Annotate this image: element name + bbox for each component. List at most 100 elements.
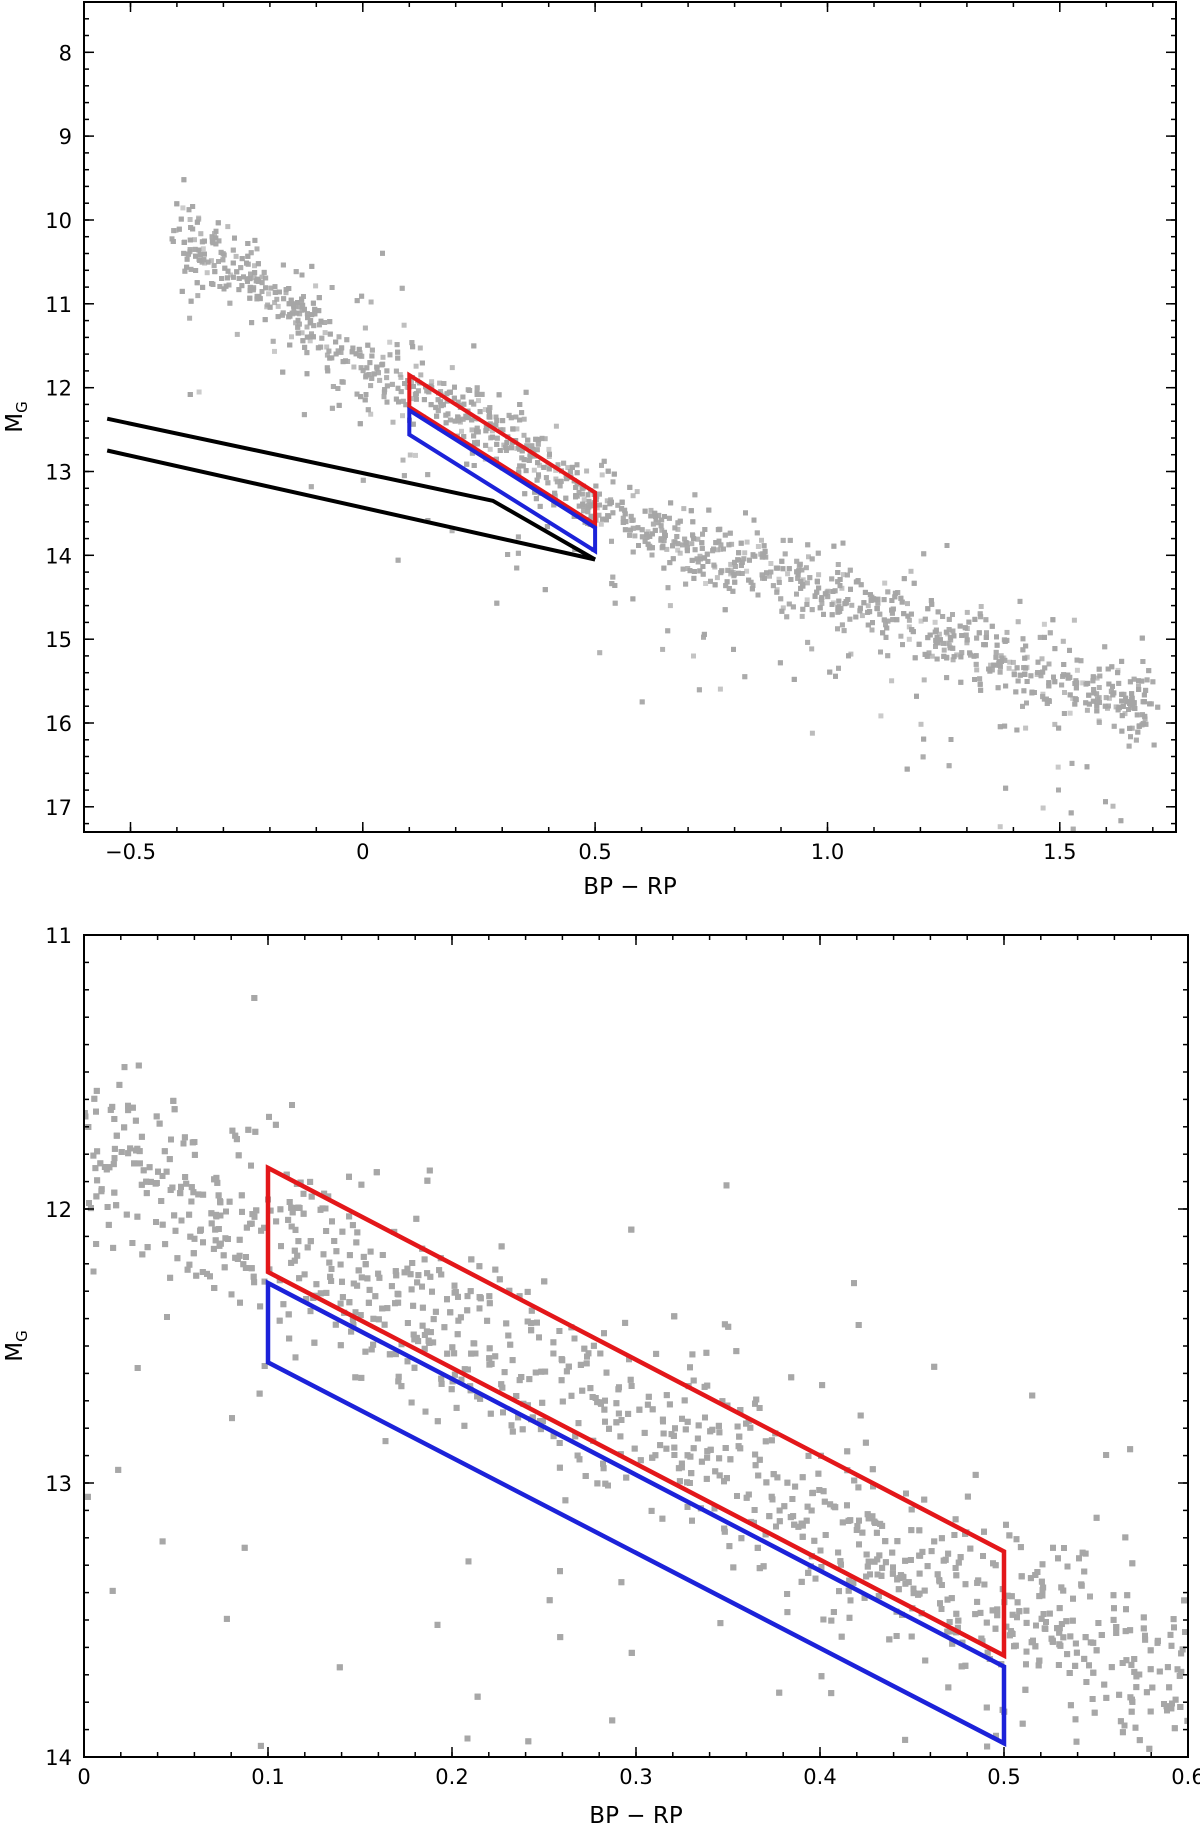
star-point bbox=[670, 556, 676, 562]
star-point bbox=[799, 567, 805, 573]
star-point bbox=[1146, 668, 1152, 674]
star-point bbox=[300, 302, 306, 308]
star-point bbox=[670, 543, 675, 549]
star-point bbox=[700, 571, 706, 577]
star-point bbox=[1067, 1633, 1074, 1640]
star-point bbox=[814, 578, 820, 584]
star-point bbox=[609, 538, 614, 544]
star-point bbox=[547, 451, 552, 457]
star-point bbox=[920, 754, 926, 760]
star-point bbox=[750, 582, 756, 588]
star-point bbox=[878, 649, 883, 655]
star-point bbox=[736, 557, 742, 563]
star-point bbox=[1051, 674, 1056, 680]
star-point bbox=[829, 602, 835, 607]
star-point bbox=[921, 1496, 928, 1503]
star-point bbox=[644, 531, 650, 537]
star-point bbox=[1096, 720, 1102, 725]
star-point bbox=[711, 562, 717, 568]
star-point bbox=[1056, 787, 1061, 793]
star-point bbox=[900, 642, 905, 648]
star-point bbox=[622, 527, 628, 533]
star-point bbox=[918, 721, 924, 727]
star-point bbox=[351, 364, 357, 370]
star-point bbox=[494, 441, 500, 447]
star-point bbox=[682, 536, 688, 542]
star-point bbox=[318, 318, 324, 324]
star-point bbox=[1094, 691, 1100, 697]
star-point bbox=[857, 608, 863, 614]
star-point bbox=[744, 539, 750, 545]
star-point bbox=[1014, 727, 1020, 733]
star-point bbox=[1070, 826, 1076, 832]
star-point bbox=[1052, 679, 1058, 685]
star-point bbox=[537, 1426, 544, 1433]
star-point bbox=[272, 290, 278, 295]
star-point bbox=[1074, 667, 1080, 673]
star-point bbox=[825, 594, 831, 600]
star-point bbox=[1011, 672, 1017, 678]
star-point bbox=[728, 571, 734, 577]
star-point bbox=[553, 423, 559, 429]
star-point bbox=[800, 582, 805, 588]
star-point bbox=[997, 824, 1003, 830]
star-point bbox=[339, 1228, 346, 1235]
star-point bbox=[710, 548, 716, 554]
x-tick-label: 0 bbox=[356, 840, 369, 864]
star-point bbox=[822, 591, 828, 597]
star-point bbox=[477, 409, 483, 415]
star-point bbox=[847, 567, 853, 573]
star-point bbox=[456, 418, 462, 424]
star-point bbox=[537, 462, 543, 468]
y-tick-label: 10 bbox=[45, 209, 72, 233]
star-point bbox=[299, 307, 305, 313]
star-points-top bbox=[169, 177, 1161, 832]
star-point bbox=[527, 452, 533, 458]
star-point bbox=[410, 396, 416, 402]
star-point bbox=[921, 736, 927, 742]
star-point bbox=[767, 573, 772, 579]
star-point bbox=[210, 281, 216, 287]
star-point bbox=[398, 389, 404, 395]
star-point bbox=[786, 566, 792, 572]
star-point bbox=[803, 565, 809, 571]
star-point bbox=[599, 472, 605, 478]
star-point bbox=[469, 417, 475, 423]
star-point bbox=[350, 345, 356, 351]
star-point bbox=[519, 1426, 526, 1433]
star-point bbox=[286, 301, 292, 307]
star-point bbox=[874, 606, 880, 612]
star-point bbox=[809, 646, 815, 652]
star-point bbox=[521, 416, 527, 422]
star-point bbox=[605, 468, 611, 474]
star-point bbox=[531, 467, 537, 473]
star-point bbox=[504, 440, 510, 445]
star-point bbox=[489, 434, 495, 440]
star-point bbox=[1041, 621, 1047, 627]
star-point bbox=[1022, 671, 1028, 677]
star-point bbox=[754, 530, 760, 536]
star-point bbox=[245, 241, 251, 246]
star-point bbox=[649, 545, 655, 551]
star-point bbox=[532, 489, 538, 495]
star-point bbox=[307, 338, 313, 344]
star-point bbox=[995, 685, 1001, 691]
star-point bbox=[302, 344, 308, 350]
y-tick-label: 14 bbox=[45, 544, 72, 568]
star-point bbox=[931, 1363, 938, 1370]
star-point bbox=[542, 436, 548, 442]
star-point bbox=[196, 215, 202, 221]
x-axis-label-top: BP − RP bbox=[583, 874, 677, 900]
star-point bbox=[1102, 644, 1108, 650]
star-point bbox=[1022, 655, 1028, 661]
star-point bbox=[358, 1181, 365, 1188]
star-point bbox=[308, 318, 314, 323]
star-point bbox=[353, 351, 359, 357]
star-point bbox=[787, 537, 793, 543]
star-point bbox=[429, 379, 435, 385]
star-point bbox=[222, 265, 228, 271]
star-point bbox=[225, 224, 231, 230]
star-point bbox=[1116, 705, 1122, 711]
star-point bbox=[644, 1401, 651, 1408]
star-point bbox=[380, 354, 386, 360]
